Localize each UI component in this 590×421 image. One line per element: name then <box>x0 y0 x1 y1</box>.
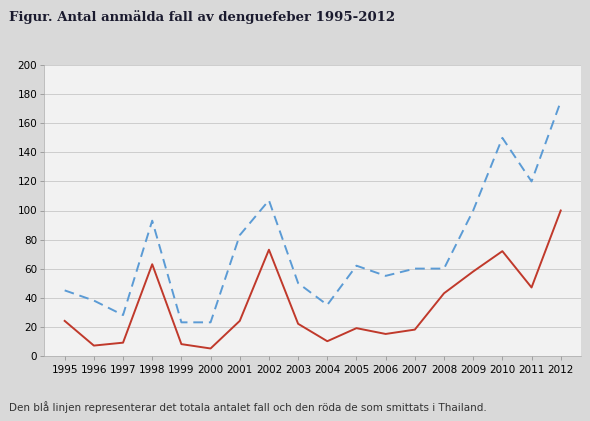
Text: Den blå linjen representerar det totala antalet fall och den röda de som smittat: Den blå linjen representerar det totala … <box>9 402 487 413</box>
Text: Figur. Antal anmälda fall av denguefeber 1995-2012: Figur. Antal anmälda fall av denguefeber… <box>9 11 395 24</box>
